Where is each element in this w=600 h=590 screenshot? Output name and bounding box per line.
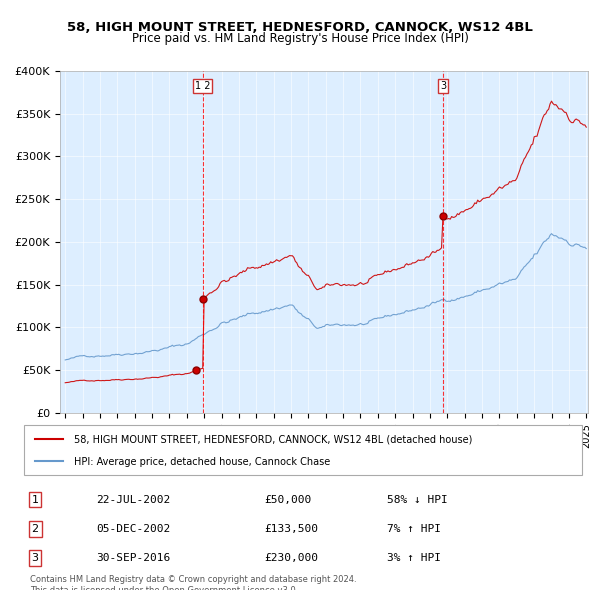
Text: 3% ↑ HPI: 3% ↑ HPI bbox=[387, 553, 440, 563]
Text: 3: 3 bbox=[32, 553, 38, 563]
Text: £50,000: £50,000 bbox=[264, 494, 311, 504]
FancyBboxPatch shape bbox=[24, 425, 582, 475]
Text: HPI: Average price, detached house, Cannock Chase: HPI: Average price, detached house, Cann… bbox=[74, 457, 331, 467]
Text: 58% ↓ HPI: 58% ↓ HPI bbox=[387, 494, 448, 504]
Text: 2: 2 bbox=[32, 524, 39, 534]
Text: Contains HM Land Registry data © Crown copyright and database right 2024.
This d: Contains HM Land Registry data © Crown c… bbox=[30, 575, 356, 590]
Text: 58, HIGH MOUNT STREET, HEDNESFORD, CANNOCK, WS12 4BL: 58, HIGH MOUNT STREET, HEDNESFORD, CANNO… bbox=[67, 21, 533, 34]
Text: 1 2: 1 2 bbox=[195, 81, 211, 91]
Text: 7% ↑ HPI: 7% ↑ HPI bbox=[387, 524, 440, 534]
Text: 1: 1 bbox=[32, 494, 38, 504]
Text: £230,000: £230,000 bbox=[264, 553, 318, 563]
Text: £133,500: £133,500 bbox=[264, 524, 318, 534]
Text: Price paid vs. HM Land Registry's House Price Index (HPI): Price paid vs. HM Land Registry's House … bbox=[131, 32, 469, 45]
Text: 58, HIGH MOUNT STREET, HEDNESFORD, CANNOCK, WS12 4BL (detached house): 58, HIGH MOUNT STREET, HEDNESFORD, CANNO… bbox=[74, 435, 473, 445]
Text: 30-SEP-2016: 30-SEP-2016 bbox=[97, 553, 171, 563]
Text: 3: 3 bbox=[440, 81, 446, 91]
Text: 05-DEC-2002: 05-DEC-2002 bbox=[97, 524, 171, 534]
Text: 22-JUL-2002: 22-JUL-2002 bbox=[97, 494, 171, 504]
